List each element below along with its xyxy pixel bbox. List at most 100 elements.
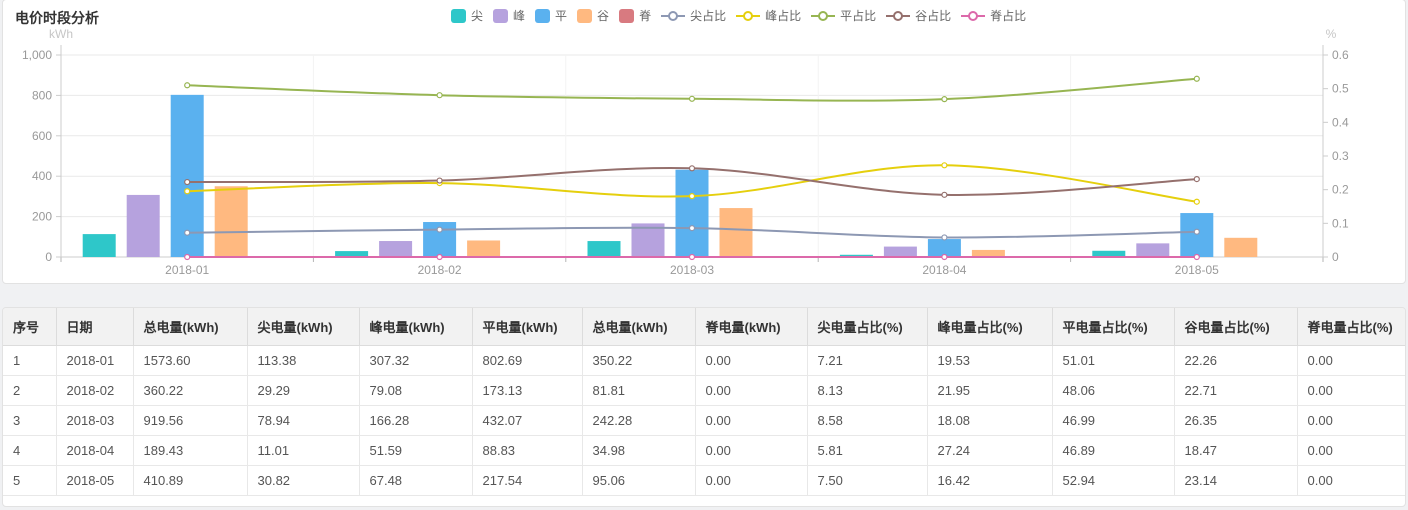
bar [1136,243,1170,257]
line-point [688,165,696,172]
line-point [688,95,696,102]
legend-label: 脊 [639,9,652,23]
table-cell: 410.89 [132,465,248,496]
column-header: 日期 [55,308,134,346]
table-cell: 18.47 [1173,435,1298,466]
table-cell: 88.83 [471,435,583,466]
legend-item-bar-4[interactable]: 脊 [619,7,651,24]
column-header: 总电量(kWh) [132,308,248,346]
table-cell: 51.59 [358,435,473,466]
table-cell: 8.58 [806,405,928,436]
table-cell: 0.00 [694,375,808,406]
table-cell: 18.08 [926,405,1053,436]
legend-label: 平占比 [840,9,877,23]
line-point [184,82,191,89]
legend-line-swatch-icon [961,9,986,23]
bar-series [214,186,1258,257]
table-cell: 8.13 [806,375,928,406]
bar-series [126,194,1170,257]
legend-item-line-1[interactable]: 峰占比 [736,7,801,24]
bar [1180,213,1214,257]
legend-item-bar-3[interactable]: 谷 [577,7,609,24]
table-cell: 34.98 [581,435,696,466]
line-point [941,234,948,241]
table-cell: 802.69 [471,345,583,376]
bar-series [170,94,1214,257]
table-cell: 2 [3,375,57,406]
y-axis-left-label: 1,000 [22,48,52,62]
legend-item-bar-2[interactable]: 平 [535,7,567,24]
line-point [1193,253,1200,261]
legend-line-swatch-icon [661,9,686,23]
legend-item-line-0[interactable]: 尖占比 [661,7,726,24]
legend-item-line-3[interactable]: 谷占比 [886,7,951,24]
table-cell: 16.42 [926,465,1053,496]
column-header: 平电量占比(%) [1051,308,1175,346]
column-header: 峰电量占比(%) [926,308,1053,346]
legend-label: 脊占比 [990,9,1027,23]
table-cell: 48.06 [1051,375,1175,406]
bar [379,241,413,257]
table-cell: 360.22 [132,375,248,406]
y-axis-right-label: 0.6 [1332,48,1349,62]
column-header: 谷电量占比(%) [1173,308,1298,346]
y-axis-left-name: kWh [49,27,73,41]
column-header: 脊电量占比(%) [1296,308,1405,346]
legend-bar-swatch-icon [535,8,551,23]
legend-item-line-2[interactable]: 平占比 [811,7,876,24]
table-cell: 4 [3,435,57,466]
line-point [941,191,948,198]
table-cell: 29.29 [246,375,360,406]
table-row: 4 2018-04 189.43 11.01 51.59 88.83 34.98 0.00 5.… [3,435,1405,466]
table-cell: 21.95 [926,375,1053,406]
legend-label: 谷 [597,9,610,23]
table-cell: 78.94 [246,405,360,436]
chart-legend: 尖 峰 平 谷 脊 尖占比 峰占比 平占比 谷占比 脊占比 [451,7,1036,24]
table-cell: 1573.60 [132,345,248,376]
table-header-row: 序号 日期 总电量(kWh) 尖电量(kWh) 峰电量(kWh) 平电量(kWh) 总电量(… [3,308,1405,346]
line-point [688,225,696,232]
line-point [1193,228,1200,235]
column-header: 总电量(kWh) [581,308,696,346]
table-cell: 5 [3,465,57,496]
x-axis-label: 2018-04 [922,263,966,277]
legend-item-line-4[interactable]: 脊占比 [961,7,1026,24]
line-point [184,253,191,261]
table-cell: 2018-05 [55,465,134,496]
table-cell: 51.01 [1051,345,1175,376]
legend-label: 尖占比 [690,9,727,23]
y-axis-right-label: 0.4 [1332,115,1349,129]
y-axis-right-label: 0.2 [1332,183,1349,197]
table-cell: 11.01 [246,435,360,466]
table-cell: 307.32 [358,345,473,376]
table-cell: 5.81 [806,435,928,466]
legend-item-bar-0[interactable]: 尖 [451,7,483,24]
line-point [184,229,191,236]
table-cell: 166.28 [358,405,473,436]
line-series [184,162,1200,205]
table-cell: 0.00 [1296,405,1405,436]
data-table: 序号 日期 总电量(kWh) 尖电量(kWh) 峰电量(kWh) 平电量(kWh) 总电量(… [3,308,1405,496]
table-row: 5 2018-05 410.89 30.82 67.48 217.54 95.06 0.00 7… [3,465,1405,496]
bar [631,223,665,257]
legend-label: 峰 [513,9,526,23]
table-row: 3 2018-03 919.56 78.94 166.28 432.07 242.28 0.0… [3,405,1405,436]
table-cell: 46.89 [1051,435,1175,466]
line-point [688,253,696,261]
bar [971,249,1005,257]
line-point [1193,75,1200,82]
legend-item-bar-1[interactable]: 峰 [493,7,525,24]
line-point [436,177,443,184]
y-axis-left-label: 200 [32,210,52,224]
line-point [941,162,948,169]
table-row: 2 2018-02 360.22 29.29 79.08 173.13 81.81 0.00 8… [3,375,1405,406]
y-axis-left-label: 800 [32,88,52,102]
line-point [436,226,443,233]
y-axis-right-label: 0.1 [1332,216,1349,230]
legend-line-swatch-icon [736,9,761,23]
table-cell: 350.22 [581,345,696,376]
table-cell: 242.28 [581,405,696,436]
legend-label: 平 [555,9,568,23]
table-cell: 1 [3,345,57,376]
bar [126,194,160,257]
